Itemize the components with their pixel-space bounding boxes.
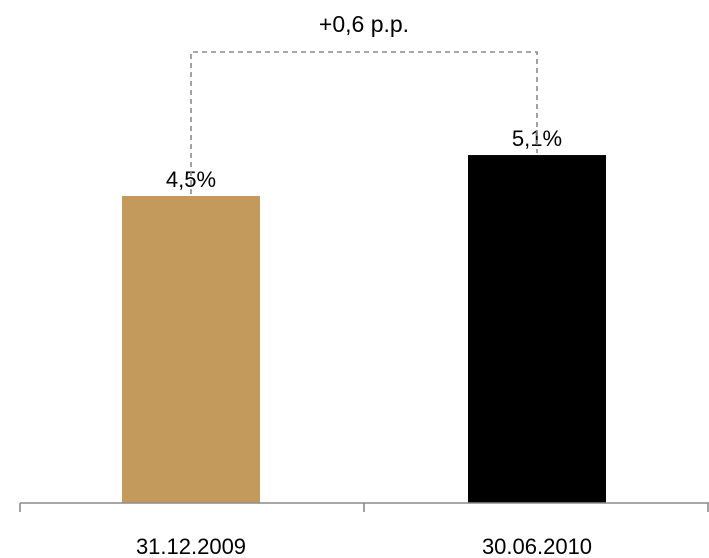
bar	[122, 195, 260, 503]
x-tick-label: 30.06.2010	[482, 534, 592, 558]
difference-label: +0,6 p.p.	[319, 11, 409, 37]
difference-annotation: +0,6 p.p.	[190, 11, 538, 194]
bars-group	[122, 155, 606, 503]
data-label: 4,5%	[166, 167, 216, 192]
bar	[468, 155, 606, 503]
x-tick-label: 31.12.2009	[136, 534, 246, 558]
data-label: 5,1%	[512, 126, 562, 151]
x-axis	[19, 502, 709, 512]
